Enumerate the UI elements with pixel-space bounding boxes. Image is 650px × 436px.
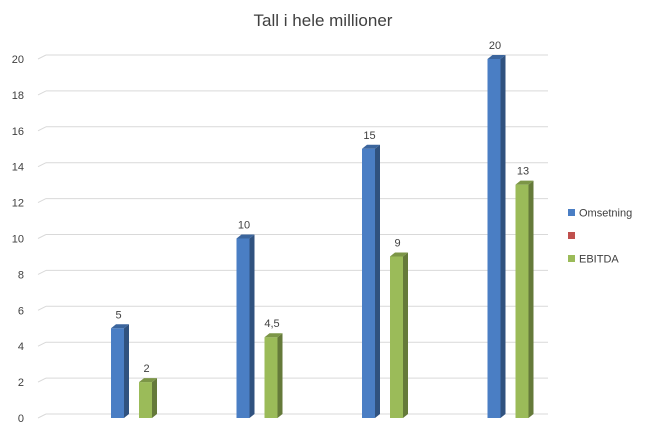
grid-slant [37, 162, 47, 168]
data-label: 20 [489, 40, 501, 52]
grid-slant [37, 341, 47, 347]
bar-side [500, 55, 506, 418]
legend-swatch [568, 209, 575, 216]
bars [111, 55, 534, 418]
y-tick-label: 4 [18, 341, 24, 353]
legend-swatch [568, 232, 575, 239]
bar-top [515, 180, 534, 185]
bar-top [139, 378, 157, 383]
bar-side [277, 333, 283, 418]
bar [139, 382, 152, 418]
grid-slant [37, 413, 47, 419]
grid-slant [37, 269, 47, 275]
bar-side [528, 180, 534, 418]
grid-slant [37, 126, 47, 132]
bar [264, 337, 278, 418]
bar-side [375, 144, 380, 418]
data-label: 4,5 [264, 318, 279, 330]
bar-side [124, 324, 129, 418]
grid-slant [37, 198, 47, 204]
data-labels: 5 2 10 4,5 15 9 20 13 [115, 40, 529, 375]
bar [515, 184, 529, 418]
y-tick-label: 8 [18, 269, 24, 281]
data-label: 15 [363, 130, 375, 142]
grid-slant [37, 305, 47, 311]
data-label: 10 [238, 220, 250, 232]
bar [362, 148, 375, 418]
bar [111, 328, 124, 418]
bar [390, 256, 403, 418]
data-label: 13 [517, 166, 529, 178]
y-tick-label: 14 [12, 162, 24, 174]
bar-top [487, 55, 506, 59]
bar-top [111, 324, 129, 329]
gridlines [37, 54, 548, 419]
bar-top [362, 144, 380, 149]
bar-side [403, 252, 408, 418]
bar-top [264, 333, 283, 338]
bar-side [249, 234, 255, 418]
data-label: 5 [115, 309, 121, 321]
y-tick-label: 6 [18, 305, 24, 317]
legend: Omsetning EBITDA [568, 208, 632, 266]
bar-top [236, 234, 255, 239]
data-label: 2 [143, 363, 149, 375]
grid-slant [37, 54, 47, 60]
bar [487, 59, 501, 418]
bar-top [390, 252, 408, 257]
y-tick-label: 2 [18, 377, 24, 389]
y-tick-label: 18 [12, 90, 24, 102]
legend-label: EBITDA [579, 254, 619, 266]
y-tick-label: 0 [18, 413, 24, 425]
grid-slant [37, 90, 47, 96]
legend-label: Omsetning [579, 208, 632, 220]
y-axis: 0 2 4 6 8 10 12 14 16 18 20 [12, 54, 24, 425]
data-label: 9 [394, 237, 400, 249]
chart-title: Tall i hele millioner [254, 11, 393, 30]
y-tick-label: 20 [12, 54, 24, 66]
bar-side [152, 378, 157, 418]
y-tick-label: 16 [12, 126, 24, 138]
grid-slant [37, 234, 47, 239]
bar [236, 238, 250, 418]
legend-swatch [568, 255, 575, 262]
y-tick-label: 12 [12, 198, 24, 210]
y-tick-label: 10 [12, 234, 24, 246]
grid-slant [37, 377, 47, 383]
